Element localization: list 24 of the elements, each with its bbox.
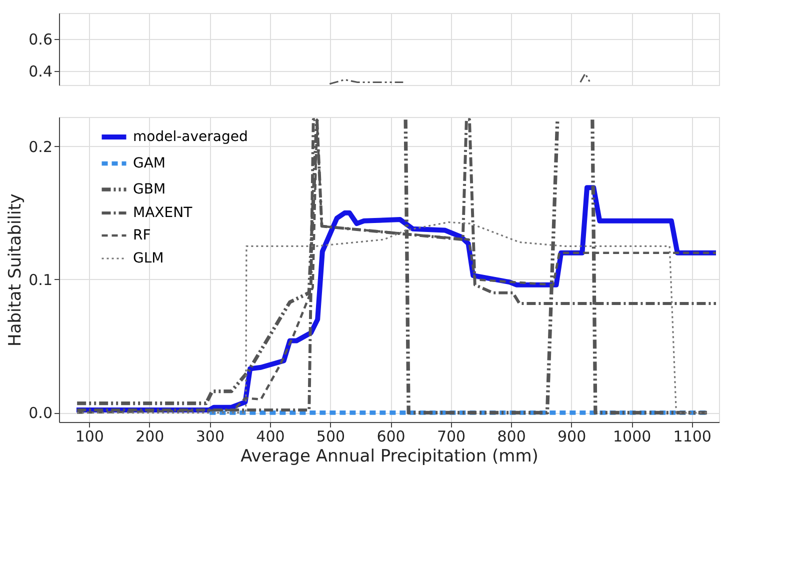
y-tick-label: 0.0 <box>28 404 52 422</box>
y-axis-title: Habitat Suitability <box>6 194 26 346</box>
x-tick-label: 400 <box>256 428 285 446</box>
x-tick-label: 600 <box>376 428 406 446</box>
x-tick-label: 1100 <box>673 428 712 446</box>
x-tick-label: 700 <box>436 428 466 446</box>
y-tick-label: 0.6 <box>28 30 52 48</box>
legend-label: model-averaged <box>133 129 248 145</box>
x-tick-label: 500 <box>316 428 346 446</box>
x-axis-title: Average Annual Precipitation (mm) <box>240 446 538 466</box>
x-tick-label: 1000 <box>613 428 652 446</box>
y-tick-label: 0.1 <box>28 270 52 289</box>
legend-label: RF <box>133 228 151 244</box>
y-tick-label: 0.2 <box>28 138 52 156</box>
x-tick-label: 800 <box>497 428 526 446</box>
legend-label: MAXENT <box>133 205 193 221</box>
x-tick-label: 300 <box>196 428 225 446</box>
legend-label: GLM <box>133 250 164 266</box>
x-tick-label: 100 <box>75 428 104 446</box>
x-tick-label: 200 <box>136 428 164 446</box>
x-tick-label: 900 <box>558 428 586 446</box>
y-tick-label: 0.4 <box>28 62 52 80</box>
legend-label: GBM <box>133 182 166 198</box>
legend-label: GAM <box>133 156 166 172</box>
